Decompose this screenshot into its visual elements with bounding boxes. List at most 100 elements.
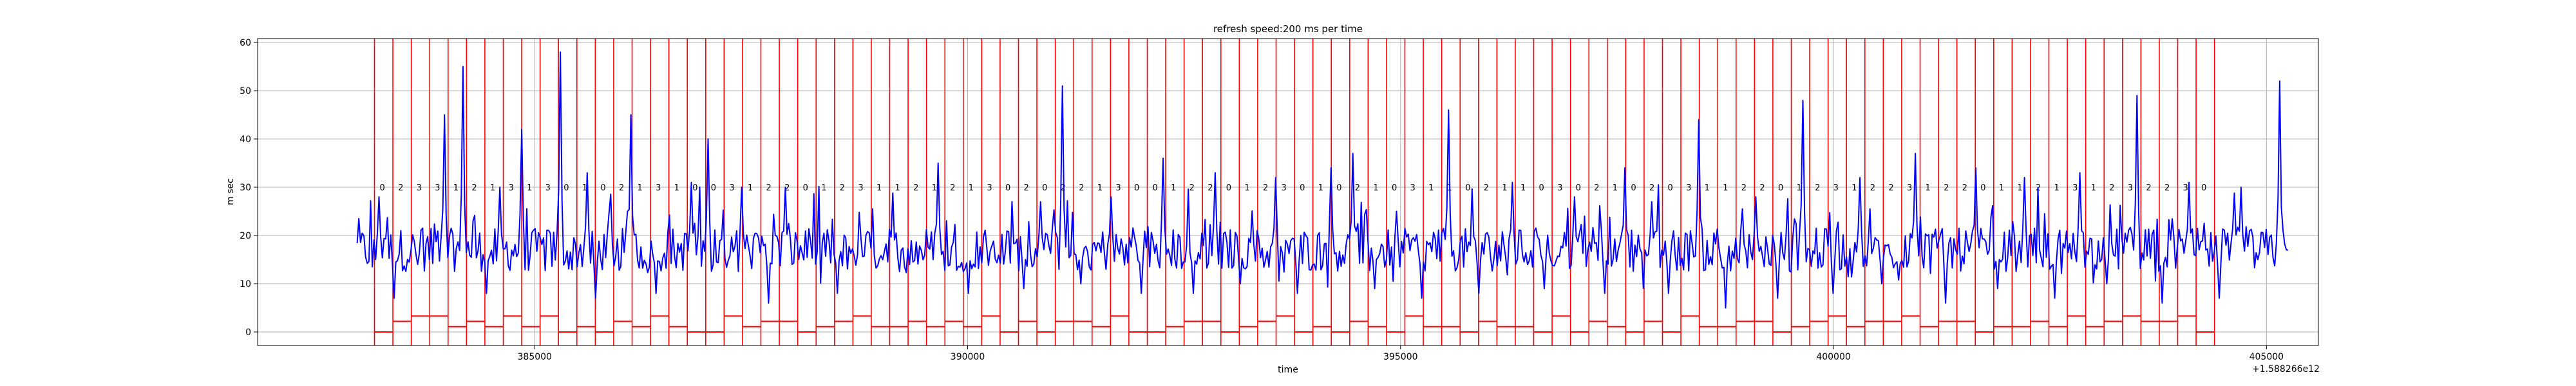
marker-label: 2 — [1024, 183, 1029, 193]
marker-label: 1 — [1705, 183, 1710, 193]
marker-label: 1 — [1520, 183, 1526, 193]
marker-label: 2 — [1870, 183, 1875, 193]
marker-label: 2 — [1741, 183, 1747, 193]
x-tick-label: 395000 — [1383, 352, 1417, 362]
marker-label: 2 — [1355, 183, 1360, 193]
marker-label: 1 — [1318, 183, 1323, 193]
x-tick-label: 385000 — [518, 352, 552, 362]
marker-label: 1 — [527, 183, 532, 193]
marker-label: 1 — [1999, 183, 2004, 193]
marker-label: 1 — [490, 183, 495, 193]
marker-label: 0 — [1668, 183, 1673, 193]
marker-label: 0 — [380, 183, 385, 193]
x-offset-label: +1.588266e12 — [2252, 364, 2320, 374]
y-tick-label: 20 — [240, 231, 251, 241]
marker-label: 0 — [692, 183, 697, 193]
marker-label: 1 — [2054, 183, 2060, 193]
marker-label: 1 — [1852, 183, 1857, 193]
marker-label: 1 — [1171, 183, 1176, 193]
marker-label: 3 — [1282, 183, 1287, 193]
marker-label: 2 — [2146, 183, 2151, 193]
marker-label: 0 — [1042, 183, 1047, 193]
marker-label: 2 — [766, 183, 772, 193]
marker-label: 1 — [1373, 183, 1378, 193]
marker-label: 0 — [1539, 183, 1544, 193]
marker-label: 1 — [674, 183, 679, 193]
marker-label: 2 — [1208, 183, 1213, 193]
y-tick-label: 0 — [245, 327, 251, 338]
y-axis-label: m sec — [225, 178, 236, 205]
marker-label: 1 — [969, 183, 974, 193]
marker-label: 1 — [821, 183, 826, 193]
marker-label: 0 — [1226, 183, 1231, 193]
marker-label: 1 — [638, 183, 643, 193]
marker-label: 1 — [1723, 183, 1728, 193]
marker-label: 0 — [1336, 183, 1341, 193]
marker-label: 2 — [1061, 183, 1066, 193]
series-line — [356, 51, 2288, 309]
marker-label: 0 — [1153, 183, 1158, 193]
y-tick-label: 30 — [240, 183, 251, 193]
marker-label: 0 — [1300, 183, 1305, 193]
marker-label: 1 — [876, 183, 882, 193]
marker-label: 2 — [1944, 183, 1949, 193]
marker-label: 3 — [435, 183, 440, 193]
marker-label: 2 — [840, 183, 845, 193]
marker-label: 0 — [1576, 183, 1581, 193]
marker-label: 0 — [1980, 183, 1985, 193]
x-axis-label: time — [1278, 365, 1298, 375]
x-tick-label: 390000 — [951, 352, 985, 362]
marker-label: 2 — [398, 183, 403, 193]
marker-label: 1 — [2017, 183, 2022, 193]
marker-label: 1 — [895, 183, 900, 193]
y-tick-label: 10 — [240, 279, 251, 290]
marker-label: 2 — [619, 183, 624, 193]
marker-label: 2 — [1594, 183, 1599, 193]
marker-label: 3 — [1410, 183, 1416, 193]
marker-label: 1 — [1797, 183, 1802, 193]
marker-label: 3 — [1115, 183, 1121, 193]
marker-label: 2 — [950, 183, 955, 193]
y-tick-label: 50 — [240, 86, 251, 96]
marker-label: 2 — [1079, 183, 1084, 193]
x-tick-label: 405000 — [2249, 352, 2284, 362]
marker-label: 2 — [1649, 183, 1654, 193]
marker-label: 2 — [1263, 183, 1268, 193]
plot-frame — [257, 38, 2319, 346]
marker-label: 0 — [2201, 183, 2206, 193]
marker-label: 2 — [1759, 183, 1765, 193]
marker-label: 1 — [1244, 183, 1249, 193]
marker-label: 3 — [729, 183, 734, 193]
marker-label: 0 — [564, 183, 569, 193]
marker-label: 2 — [1189, 183, 1195, 193]
y-tick-label: 60 — [240, 38, 251, 48]
marker-label: 3 — [858, 183, 863, 193]
marker-label: 3 — [1686, 183, 1691, 193]
marker-label: 0 — [711, 183, 716, 193]
red-markers: 0 2 3 3 1 2 1 3 1 3 0 1 0 2 1 3 1 0 0 3 1 2 2 0 1 2 3 1 1 2 1 2 1 3 0 2 0 2 2 1… — [374, 39, 2215, 345]
marker-label: 0 — [1005, 183, 1010, 193]
marker-label: 0 — [1134, 183, 1139, 193]
marker-label: 3 — [2128, 183, 2133, 193]
marker-label: 2 — [913, 183, 918, 193]
y-tick-label: 40 — [240, 134, 251, 145]
marker-label: 1 — [932, 183, 937, 193]
marker-label: 2 — [1962, 183, 1967, 193]
marker-label: 2 — [1484, 183, 1489, 193]
marker-label: 1 — [1502, 183, 1507, 193]
marker-label: 0 — [1465, 183, 1470, 193]
marker-label: 3 — [1907, 183, 1912, 193]
marker-label: 2 — [2164, 183, 2170, 193]
marker-label: 3 — [656, 183, 661, 193]
marker-label: 3 — [509, 183, 514, 193]
marker-label: 2 — [1888, 183, 1893, 193]
marker-label: 2 — [2109, 183, 2114, 193]
marker-label: 1 — [748, 183, 753, 193]
marker-label: 3 — [1833, 183, 1839, 193]
marker-label: 3 — [1557, 183, 1562, 193]
x-tick-label: 400000 — [1816, 352, 1850, 362]
data-series — [356, 51, 2288, 309]
marker-label: 3 — [2183, 183, 2188, 193]
